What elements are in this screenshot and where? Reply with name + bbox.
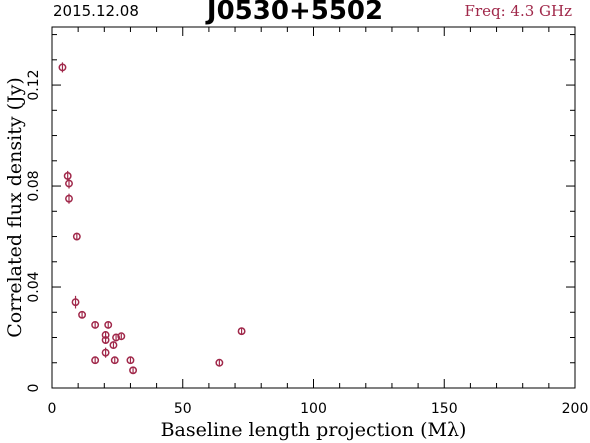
data-point bbox=[65, 178, 73, 189]
point-marker bbox=[110, 356, 119, 365]
data-point bbox=[104, 320, 113, 329]
point-marker bbox=[65, 194, 73, 203]
point-marker bbox=[72, 232, 81, 241]
point-marker bbox=[101, 336, 110, 344]
data-point bbox=[58, 62, 67, 73]
data-point bbox=[63, 170, 72, 181]
data-point bbox=[65, 193, 73, 204]
data-points bbox=[58, 62, 246, 375]
data-point bbox=[126, 356, 135, 365]
point-marker bbox=[126, 356, 135, 365]
observation-date: 2015.12.08 bbox=[53, 2, 139, 20]
point-marker bbox=[78, 310, 87, 319]
data-point bbox=[101, 347, 110, 358]
y-axis-label: Correlated flux density (Jy) bbox=[4, 77, 26, 338]
point-marker bbox=[129, 366, 138, 375]
x-tick-label: 150 bbox=[431, 401, 458, 417]
point-marker bbox=[237, 327, 246, 336]
data-point bbox=[78, 310, 87, 319]
y-tick-label: 0 bbox=[26, 384, 42, 393]
point-marker bbox=[65, 179, 73, 188]
x-axis-label: Baseline length projection (Mλ) bbox=[161, 419, 467, 441]
frequency-label: Freq: 4.3 GHz bbox=[464, 2, 572, 20]
point-marker bbox=[117, 332, 126, 341]
point-marker bbox=[112, 333, 121, 342]
point-marker bbox=[91, 320, 100, 329]
x-tick-label: 0 bbox=[48, 401, 57, 417]
y-tick-label: 0.04 bbox=[26, 271, 42, 302]
point-marker bbox=[109, 341, 118, 350]
data-point bbox=[101, 336, 110, 344]
x-axis-ticks: 0 50 100 150 200 bbox=[48, 27, 589, 417]
data-point bbox=[112, 333, 121, 342]
plot-frame bbox=[51, 26, 576, 389]
y-tick-label: 0.12 bbox=[26, 69, 42, 100]
point-marker bbox=[104, 320, 113, 329]
point-marker bbox=[71, 298, 80, 307]
data-point bbox=[72, 232, 81, 241]
x-tick-label: 200 bbox=[562, 401, 589, 417]
x-tick-label: 50 bbox=[174, 401, 192, 417]
point-marker bbox=[91, 356, 100, 365]
data-point bbox=[71, 295, 80, 309]
x-tick-label: 100 bbox=[300, 401, 327, 417]
data-point bbox=[91, 356, 100, 365]
point-marker bbox=[58, 63, 67, 72]
data-point bbox=[237, 327, 246, 336]
data-point bbox=[109, 341, 118, 350]
y-tick-label: 0.08 bbox=[26, 170, 42, 201]
y-axis-ticks: 0 0.04 0.08 0.12 bbox=[26, 34, 575, 393]
data-point bbox=[215, 358, 224, 367]
data-point bbox=[129, 366, 138, 375]
point-marker bbox=[63, 171, 72, 180]
point-marker bbox=[101, 348, 110, 357]
data-point bbox=[91, 320, 100, 329]
point-marker bbox=[215, 358, 224, 367]
data-point bbox=[110, 356, 119, 365]
data-point bbox=[117, 332, 126, 341]
source-title: J0530+5502 bbox=[206, 0, 384, 26]
